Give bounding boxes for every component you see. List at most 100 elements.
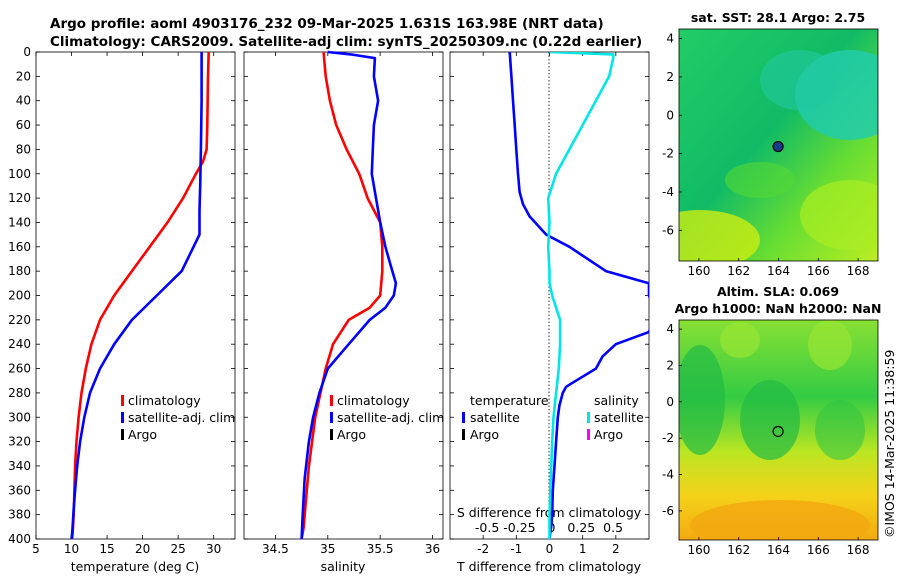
temperature-panel <box>35 51 236 540</box>
x-tick-label: 1 <box>579 542 587 556</box>
temperature-satellite-adj-clim-line <box>70 52 203 540</box>
legend-satellite: satellite-adj. clim <box>337 410 444 425</box>
temperature-x-ticks: 5 10 15 20 25 30 <box>32 542 221 556</box>
imos-timestamp: ©IMOS 14-Mar-2025 11:38:59 <box>882 350 897 538</box>
depth-tick-label: 320 <box>8 435 31 449</box>
map-lat-tick-label: -2 <box>662 147 674 161</box>
legend-s-satellite-swatch <box>587 412 590 423</box>
salinity-satellite-adj-clim-line <box>300 50 398 540</box>
depth-tick-label: 120 <box>8 191 31 205</box>
depth-tick-label: 400 <box>8 532 31 546</box>
sst-map-ticks: 160 162 164 166 168 4 2 0 -2 -4 -6 <box>662 32 870 278</box>
depth-tick-label: 240 <box>8 337 31 351</box>
map-lon-tick-label: 166 <box>807 543 830 557</box>
salinity-panel <box>243 51 444 540</box>
legend-temperature-title: temperature <box>470 393 549 408</box>
legend-climatology-swatch <box>121 395 124 406</box>
depth-tick-label: 0 <box>23 45 31 59</box>
map-lon-tick-label: 168 <box>847 543 870 557</box>
temperature-series <box>70 51 210 540</box>
legend-t-satellite-swatch <box>462 412 465 423</box>
tick-marks <box>35 51 649 540</box>
sla-map-title: Altim. SLA: 0.069 <box>717 284 839 299</box>
difference-panel <box>449 51 650 540</box>
legend-s-argo: Argo <box>594 427 623 442</box>
map-lon-tick-label: 168 <box>847 264 870 278</box>
map-lon-tick-label: 160 <box>687 264 710 278</box>
temperature-climatology-line <box>70 51 210 540</box>
sla-map-field <box>679 320 878 540</box>
map-lat-tick-label: -6 <box>662 223 674 237</box>
x-tick-label: 34.5 <box>262 542 289 556</box>
sla-map-ticks: 160 162 164 166 168 4 2 0 -2 -4 -6 <box>662 322 870 557</box>
x-tick-label: 2 <box>612 542 620 556</box>
depth-tick-label: 200 <box>8 289 31 303</box>
map-lon-tick-label: 160 <box>687 543 710 557</box>
t-difference-satellite-line <box>508 52 649 539</box>
depth-tick-label: 100 <box>8 167 31 181</box>
x-tick-label: -2 <box>477 542 489 556</box>
legend-argo-swatch <box>121 429 124 440</box>
difference-legend: temperature satellite Argo salinity sate… <box>462 393 644 442</box>
map-lat-tick-label: 0 <box>666 395 674 409</box>
depth-tick-label: 280 <box>8 386 31 400</box>
legend-climatology: climatology <box>337 393 410 408</box>
map-lat-tick-label: 2 <box>666 358 674 372</box>
depth-tick-label: 380 <box>8 508 31 522</box>
s-difference-satellite-line <box>546 52 615 539</box>
legend-t-argo: Argo <box>470 427 499 442</box>
legend-argo-swatch <box>330 429 333 440</box>
depth-tick-label: 60 <box>16 118 31 132</box>
map-lon-tick-label: 164 <box>767 264 790 278</box>
sst-map-title: sat. SST: 28.1 Argo: 2.75 <box>691 10 865 25</box>
figure-title-line2: Climatology: CARS2009. Satellite-adj cli… <box>50 34 642 50</box>
legend-s-satellite: satellite <box>594 410 644 425</box>
legend-climatology: climatology <box>128 393 201 408</box>
legend-salinity-title: salinity <box>594 393 639 408</box>
sla-argo-marker <box>772 425 784 438</box>
x-tick-label: 25 <box>171 542 186 556</box>
x-tick-label: 35 <box>320 542 335 556</box>
x-tick-label: -1 <box>510 542 522 556</box>
legend-s-argo-swatch <box>587 429 590 440</box>
map-lon-tick-label: 162 <box>727 264 750 278</box>
salinity-series <box>300 50 398 540</box>
map-lon-tick-label: 166 <box>807 264 830 278</box>
salinity-climatology-line <box>300 51 384 540</box>
sst-argo-marker <box>772 140 784 153</box>
depth-tick-label: 20 <box>16 69 31 83</box>
x-tick-label: 0 <box>546 542 554 556</box>
x-tick-label: 30 <box>206 542 221 556</box>
map-lat-tick-label: 4 <box>666 32 674 46</box>
depth-tick-label: 340 <box>8 459 31 473</box>
legend-t-argo-swatch <box>462 429 465 440</box>
legend-argo: Argo <box>337 427 366 442</box>
legend-satellite: satellite-adj. clim <box>128 410 235 425</box>
temperature-legend: climatology satellite-adj. clim Argo <box>121 393 235 442</box>
depth-tick-label: 360 <box>8 483 31 497</box>
map-lat-tick-label: 0 <box>666 108 674 122</box>
map-lat-tick-label: -2 <box>662 431 674 445</box>
map-lat-tick-label: -4 <box>662 185 674 199</box>
legend-satellite-swatch <box>330 412 333 423</box>
temperature-xlabel: temperature (deg C) <box>71 559 200 574</box>
depth-tick-label: 40 <box>16 94 31 108</box>
salinity-x-ticks: 34.5 35 35.5 36 <box>262 542 440 556</box>
depth-tick-label: 260 <box>8 362 31 376</box>
map-lon-tick-label: 164 <box>767 543 790 557</box>
salinity-xlabel: salinity <box>321 559 366 574</box>
x-tick-label: 20 <box>135 542 150 556</box>
legend-argo: Argo <box>128 427 157 442</box>
legend-climatology-swatch <box>330 395 333 406</box>
map-lon-tick-label: 162 <box>727 543 750 557</box>
depth-tick-label: 160 <box>8 240 31 254</box>
x-tick-label: 36 <box>425 542 440 556</box>
legend-satellite-swatch <box>121 412 124 423</box>
depth-tick-label: 140 <box>8 215 31 229</box>
map-lat-tick-label: -4 <box>662 468 674 482</box>
sla-map-subtitle: Argo h1000: NaN h2000: NaN <box>675 301 882 316</box>
depth-tick-label: 80 <box>16 142 31 156</box>
difference-x-ticks: -2 -1 0 1 2 <box>477 542 619 556</box>
depth-tick-label: 180 <box>8 264 31 278</box>
